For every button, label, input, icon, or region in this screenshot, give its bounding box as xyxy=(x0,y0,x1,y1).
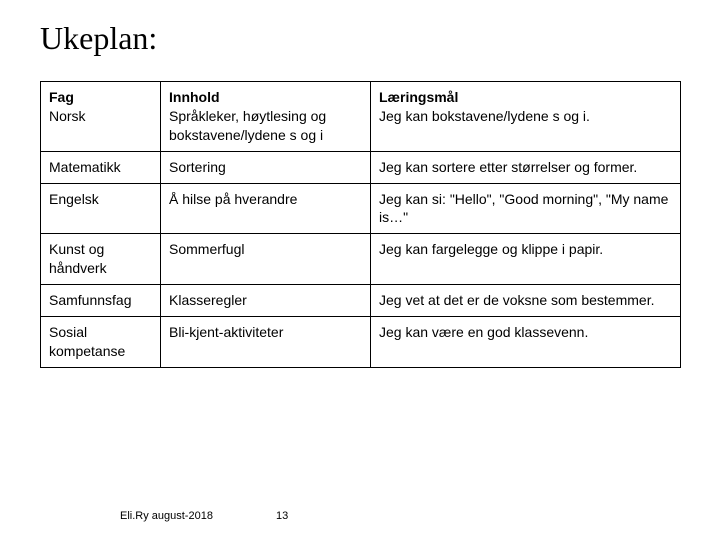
cell-fag-header: Fag Norsk xyxy=(41,82,161,152)
cell-fag: Sosial kompetanse xyxy=(41,317,161,368)
cell-fag: Engelsk xyxy=(41,183,161,234)
cell-fag: Matematikk xyxy=(41,151,161,183)
header-innhold-sub: Språkleker, høytlesing og bokstavene/lyd… xyxy=(169,107,362,145)
cell-mal: Jeg kan fargelegge og klippe i papir. xyxy=(371,234,681,285)
footer-credit: Eli.Ry august-2018 xyxy=(120,510,213,522)
page: Ukeplan: Fag Norsk Innhold Språkleker, h… xyxy=(0,0,720,540)
ukeplan-table: Fag Norsk Innhold Språkleker, høytlesing… xyxy=(40,81,681,368)
table-row: Samfunnsfag Klasseregler Jeg vet at det … xyxy=(41,285,681,317)
cell-innhold-header: Innhold Språkleker, høytlesing og boksta… xyxy=(161,82,371,152)
table-header-row: Fag Norsk Innhold Språkleker, høytlesing… xyxy=(41,82,681,152)
header-fag-sub: Norsk xyxy=(49,107,152,126)
col-header-mal: Læringsmål xyxy=(379,88,672,107)
cell-fag: Samfunnsfag xyxy=(41,285,161,317)
cell-mal: Jeg vet at det er de voksne som bestemme… xyxy=(371,285,681,317)
cell-innhold: Klasseregler xyxy=(161,285,371,317)
col-header-innhold: Innhold xyxy=(169,88,362,107)
cell-mal: Jeg kan si: "Hello", "Good morning", "My… xyxy=(371,183,681,234)
cell-innhold: Bli-kjent-aktiviteter xyxy=(161,317,371,368)
footer-page-number: 13 xyxy=(276,510,288,522)
cell-mal: Jeg kan sortere etter størrelser og form… xyxy=(371,151,681,183)
footer: Eli.Ry august-2018 13 xyxy=(120,510,288,522)
cell-mal-header: Læringsmål Jeg kan bokstavene/lydene s o… xyxy=(371,82,681,152)
cell-innhold: Å hilse på hverandre xyxy=(161,183,371,234)
cell-innhold: Sortering xyxy=(161,151,371,183)
page-title: Ukeplan: xyxy=(40,20,680,57)
table-row: Matematikk Sortering Jeg kan sortere ett… xyxy=(41,151,681,183)
cell-innhold: Sommerfugl xyxy=(161,234,371,285)
table-row: Engelsk Å hilse på hverandre Jeg kan si:… xyxy=(41,183,681,234)
header-mal-sub: Jeg kan bokstavene/lydene s og i. xyxy=(379,107,672,126)
cell-fag: Kunst og håndverk xyxy=(41,234,161,285)
table-row: Kunst og håndverk Sommerfugl Jeg kan far… xyxy=(41,234,681,285)
col-header-fag: Fag xyxy=(49,88,152,107)
table-row: Sosial kompetanse Bli-kjent-aktiviteter … xyxy=(41,317,681,368)
cell-mal: Jeg kan være en god klassevenn. xyxy=(371,317,681,368)
